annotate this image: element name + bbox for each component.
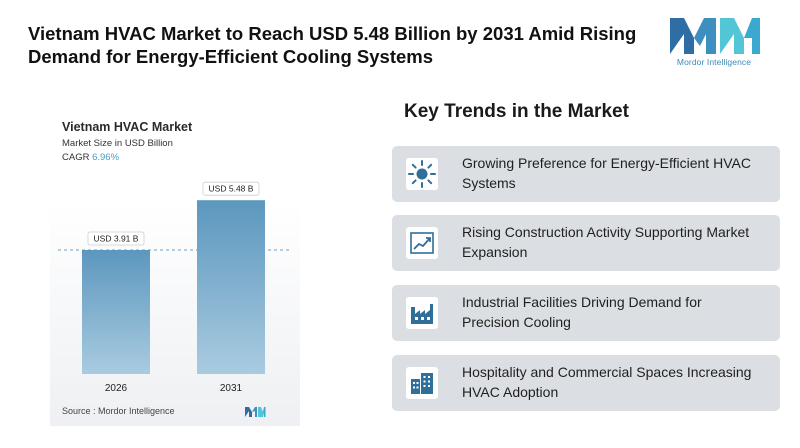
sun-icon <box>406 158 438 190</box>
bar-chart: USD 3.91 B 2026 USD 5.48 B 2031 <box>58 181 292 394</box>
bar-2031 <box>197 200 265 374</box>
trend-card-industrial: Industrial Facilities Driving Demand for… <box>392 285 780 341</box>
logo-mark-icon <box>670 18 760 54</box>
data-label-box <box>202 181 260 196</box>
chart-subtitle: Market Size in USD Billion <box>62 138 173 149</box>
data-label-box <box>87 231 145 246</box>
bar-2026 <box>82 250 150 374</box>
data-label: USD 5.48 B <box>209 184 254 194</box>
chart-panel: USD 3.91 B 2026 USD 5.48 B 2031 Vietnam HVA… <box>50 104 300 426</box>
chart-title: Vietnam HVAC Market <box>62 120 193 134</box>
data-label: USD 3.91 B <box>94 234 139 244</box>
page-title: Vietnam HVAC Market to Reach USD 5.48 Bi… <box>28 23 637 67</box>
trend-card-energy-efficiency: Growing Preference for Energy-Efficient … <box>392 146 780 202</box>
trend-card-construction: Rising Construction Activity Supporting … <box>392 215 780 271</box>
chart-source: Source : Mordor Intelligence <box>62 406 175 416</box>
trend-card-hospitality: Hospitality and Commercial Spaces Increa… <box>392 355 780 411</box>
cagr-value: 6.96% <box>92 152 120 163</box>
cagr-label: CAGR <box>62 152 90 163</box>
factory-icon <box>406 297 438 329</box>
cagr-line: CAGR 6.96% <box>62 152 119 163</box>
trend-label: Industrial Facilities Driving Demand for… <box>462 294 702 330</box>
logo-text: Mordor Intelligence <box>676 57 752 67</box>
trends-title: Key Trends in the Market <box>404 101 629 122</box>
buildings-icon <box>406 367 438 399</box>
trend-label: Rising Construction Activity Supporting … <box>462 224 750 260</box>
x-tick-label: 2026 <box>105 383 128 394</box>
x-tick-label: 2031 <box>220 383 243 394</box>
mordor-intelligence-logo: Mordor Intelligence <box>664 14 764 74</box>
line-chart-icon <box>406 227 438 259</box>
trend-label: Growing Preference for Energy-Efficient … <box>462 155 751 191</box>
source-logo-icon <box>245 407 266 417</box>
trend-label: Hospitality and Commercial Spaces Increa… <box>462 364 752 400</box>
